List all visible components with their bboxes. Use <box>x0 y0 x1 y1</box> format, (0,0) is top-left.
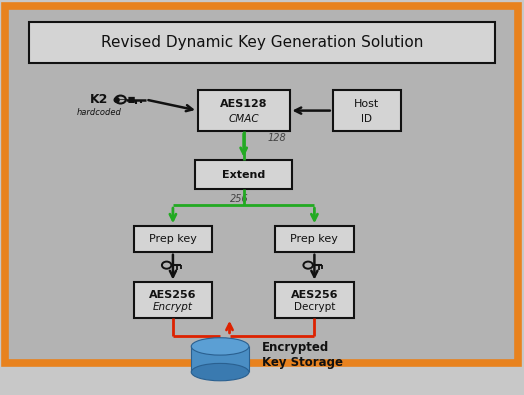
Text: ●―■: ●―■ <box>113 95 136 104</box>
Ellipse shape <box>191 338 249 355</box>
FancyBboxPatch shape <box>198 90 289 132</box>
Text: Extend: Extend <box>222 169 265 180</box>
FancyBboxPatch shape <box>275 226 354 252</box>
Text: Revised Dynamic Key Generation Solution: Revised Dynamic Key Generation Solution <box>101 35 423 50</box>
FancyBboxPatch shape <box>134 226 212 252</box>
Ellipse shape <box>191 363 249 381</box>
Text: Encrypt: Encrypt <box>153 302 193 312</box>
Text: CMAC: CMAC <box>228 114 259 124</box>
Text: K2: K2 <box>90 93 109 106</box>
FancyBboxPatch shape <box>275 282 354 318</box>
FancyBboxPatch shape <box>29 22 495 63</box>
FancyBboxPatch shape <box>333 90 401 132</box>
Text: Prep key: Prep key <box>290 234 339 244</box>
Text: 128: 128 <box>268 133 287 143</box>
Text: Encrypted
Key Storage: Encrypted Key Storage <box>262 341 343 369</box>
Text: Prep key: Prep key <box>149 234 197 244</box>
FancyBboxPatch shape <box>195 160 292 189</box>
Text: AES256: AES256 <box>149 290 196 300</box>
Text: AES128: AES128 <box>220 100 267 109</box>
Bar <box>191 346 249 372</box>
Text: Decrypt: Decrypt <box>294 302 335 312</box>
Text: AES256: AES256 <box>291 290 338 300</box>
FancyBboxPatch shape <box>5 6 518 363</box>
Text: ID: ID <box>362 114 372 124</box>
Text: 256: 256 <box>230 194 248 204</box>
Text: hardcoded: hardcoded <box>77 108 122 117</box>
FancyBboxPatch shape <box>134 282 212 318</box>
Text: Host: Host <box>354 100 379 109</box>
